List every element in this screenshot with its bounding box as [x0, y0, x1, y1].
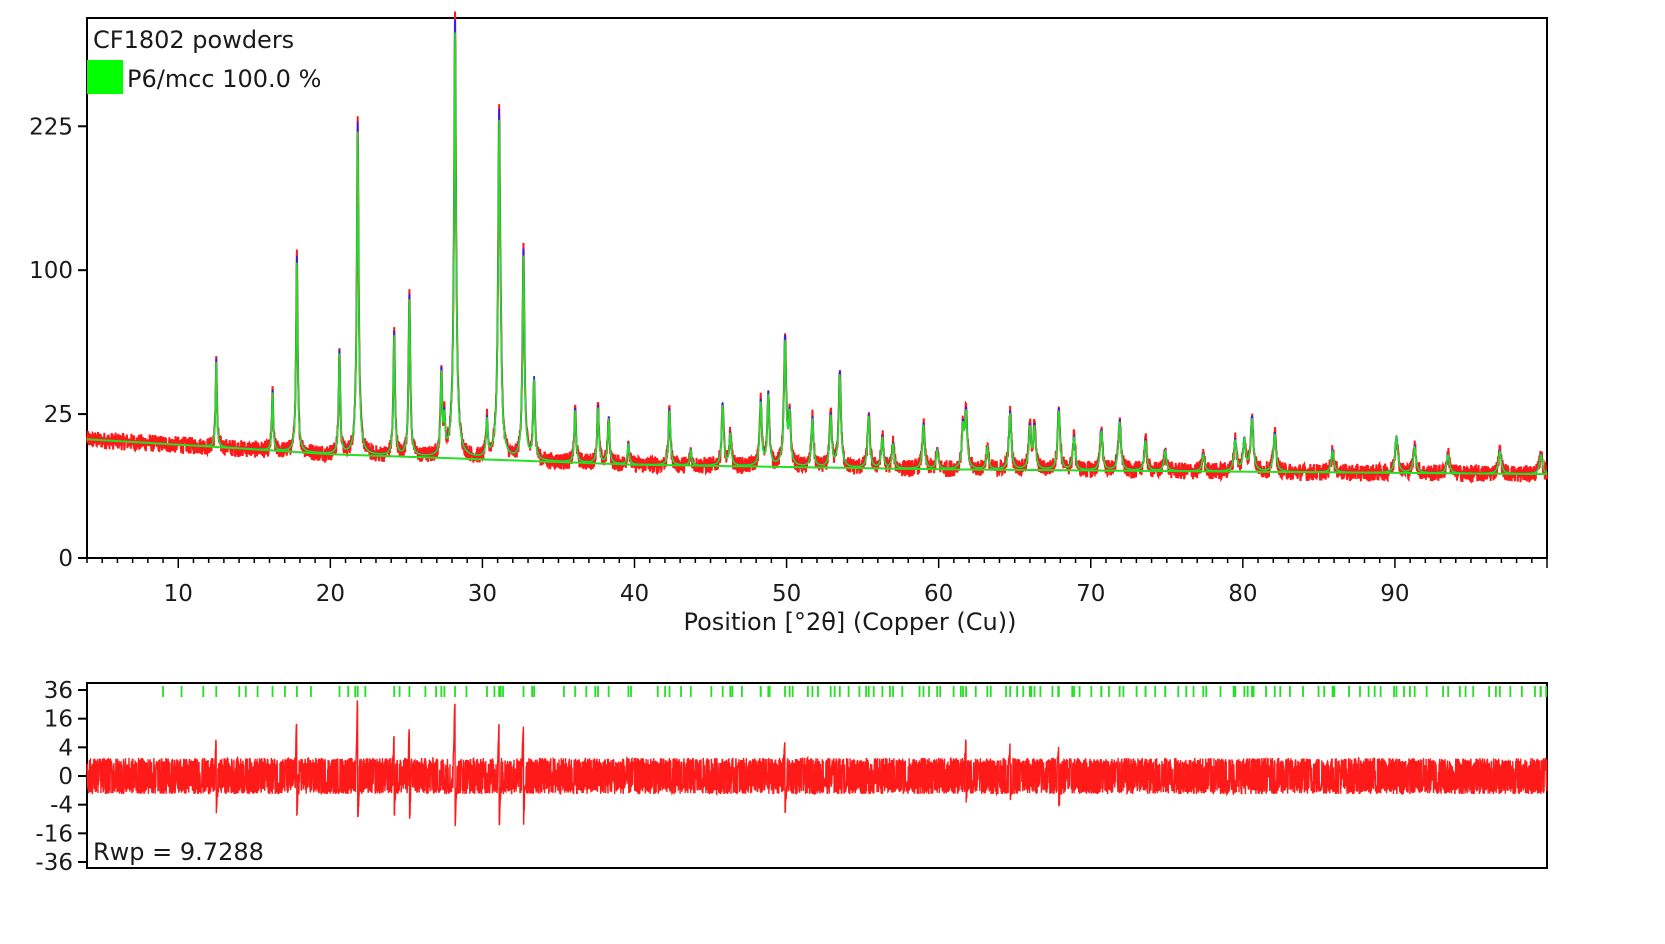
rwp-annotation: Rwp = 9.7288: [93, 838, 264, 866]
diff-y-tick-label: 16: [44, 707, 73, 733]
background-line: [86, 438, 1548, 476]
main-x-axis: 10 20 30 40 50 60 70 80 90: [86, 558, 1548, 607]
x-tick-label: 20: [316, 581, 345, 607]
difference-line: [86, 700, 1548, 827]
diff-y-tick-label: 4: [58, 735, 73, 761]
legend-swatch-p6mcc: [87, 60, 123, 94]
observed-pattern-line: [86, 11, 1548, 484]
diff-y-tick-label: -36: [35, 850, 73, 876]
difference-plot: 36 164 0 -4-16 -36 Rwp = 9.7288: [35, 678, 1548, 876]
x-tick-label: 30: [468, 581, 497, 607]
x-tick-label: 50: [772, 581, 801, 607]
diff-y-tick-label: -4: [50, 793, 73, 819]
main-plot: 0 25 100 225 10 20 30 40 50 60 70 80 90 CF1802 powd…: [29, 11, 1548, 636]
y-tick-label: 0: [58, 546, 73, 572]
x-tick-label: 80: [1228, 581, 1257, 607]
legend-label-p6mcc: P6/mcc 100.0 %: [127, 65, 321, 93]
chart-title: CF1802 powders: [93, 26, 294, 54]
main-y-axis: 0 25 100 225: [29, 114, 87, 572]
y-tick-label: 25: [44, 402, 73, 428]
x-tick-label: 90: [1380, 581, 1409, 607]
x-tick-label: 70: [1076, 581, 1105, 607]
diff-y-tick-label: 36: [44, 678, 73, 704]
fit-pattern-line: [86, 32, 1548, 475]
diff-y-tick-label: 0: [58, 764, 73, 790]
x-tick-label: 60: [924, 581, 953, 607]
difference-series: [86, 686, 1548, 827]
x-axis-title: Position [°2θ] (Copper (Cu)): [684, 608, 1017, 636]
x-tick-label: 40: [620, 581, 649, 607]
y-tick-label: 100: [29, 258, 73, 284]
diff-y-tick-label: -16: [35, 821, 73, 847]
x-tick-label: 10: [164, 581, 193, 607]
y-tick-label: 225: [29, 114, 73, 140]
main-series: [86, 11, 1548, 484]
difference-y-axis: 36 164 0 -4-16 -36: [35, 678, 87, 876]
